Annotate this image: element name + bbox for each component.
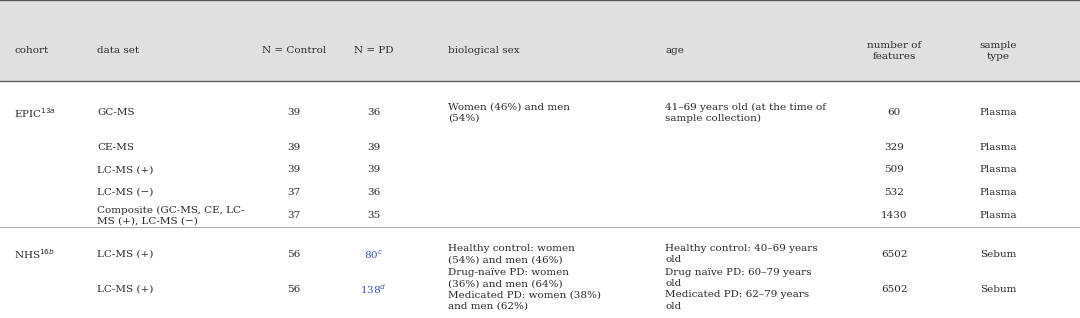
Text: 36: 36 bbox=[367, 108, 380, 117]
Text: LC-MS (−): LC-MS (−) bbox=[97, 188, 153, 197]
Text: 36: 36 bbox=[367, 188, 380, 197]
Text: Plasma: Plasma bbox=[980, 143, 1016, 152]
Text: 39: 39 bbox=[367, 165, 380, 174]
Text: NHS$^{\it{16b}}$: NHS$^{\it{16b}}$ bbox=[14, 247, 55, 261]
Text: Plasma: Plasma bbox=[980, 108, 1016, 117]
Text: 329: 329 bbox=[885, 143, 904, 152]
Text: LC-MS (+): LC-MS (+) bbox=[97, 165, 153, 174]
Text: Healthy control: women
(54%) and men (46%): Healthy control: women (54%) and men (46… bbox=[448, 244, 575, 265]
Text: biological sex: biological sex bbox=[448, 46, 519, 55]
Text: number of
features: number of features bbox=[867, 41, 921, 61]
Text: EPIC$^{\it{13a}}$: EPIC$^{\it{13a}}$ bbox=[14, 106, 56, 120]
Text: 39: 39 bbox=[287, 143, 300, 152]
Text: Sebum: Sebum bbox=[980, 285, 1016, 294]
Text: Composite (GC-MS, CE, LC-
MS (+), LC-MS (−): Composite (GC-MS, CE, LC- MS (+), LC-MS … bbox=[97, 205, 245, 226]
Text: 37: 37 bbox=[287, 211, 300, 220]
Text: 60: 60 bbox=[888, 108, 901, 117]
Text: GC-MS: GC-MS bbox=[97, 108, 135, 117]
Text: 509: 509 bbox=[885, 165, 904, 174]
Text: 39: 39 bbox=[367, 143, 380, 152]
Text: 6502: 6502 bbox=[881, 250, 907, 259]
Text: Plasma: Plasma bbox=[980, 188, 1016, 197]
Bar bbox=[0, 0, 1080, 81]
Text: 35: 35 bbox=[367, 211, 380, 220]
Text: 37: 37 bbox=[287, 188, 300, 197]
Text: 56: 56 bbox=[287, 250, 300, 259]
Text: 6502: 6502 bbox=[881, 285, 907, 294]
Text: CE-MS: CE-MS bbox=[97, 143, 134, 152]
Text: LC-MS (+): LC-MS (+) bbox=[97, 250, 153, 259]
Text: Drug-naïve PD: women
(36%) and men (64%)
Medicated PD: women (38%)
and men (62%): Drug-naïve PD: women (36%) and men (64%)… bbox=[448, 268, 602, 311]
Text: Women (46%) and men
(54%): Women (46%) and men (54%) bbox=[448, 103, 570, 123]
Text: Plasma: Plasma bbox=[980, 211, 1016, 220]
Text: cohort: cohort bbox=[14, 46, 49, 55]
Text: 56: 56 bbox=[287, 285, 300, 294]
Text: Plasma: Plasma bbox=[980, 165, 1016, 174]
Text: LC-MS (+): LC-MS (+) bbox=[97, 285, 153, 294]
Text: 39: 39 bbox=[287, 165, 300, 174]
Text: Sebum: Sebum bbox=[980, 250, 1016, 259]
Text: Healthy control: 40–69 years
old: Healthy control: 40–69 years old bbox=[665, 244, 818, 265]
Text: 1430: 1430 bbox=[881, 211, 907, 220]
Text: N = PD: N = PD bbox=[354, 46, 393, 55]
Text: 41–69 years old (at the time of
sample collection): 41–69 years old (at the time of sample c… bbox=[665, 103, 826, 123]
Text: 39: 39 bbox=[287, 108, 300, 117]
Text: 138$^{\it{d}}$: 138$^{\it{d}}$ bbox=[361, 282, 387, 296]
Text: age: age bbox=[665, 46, 684, 55]
Text: sample
type: sample type bbox=[980, 41, 1016, 61]
Text: 532: 532 bbox=[885, 188, 904, 197]
Text: data set: data set bbox=[97, 46, 139, 55]
Text: 80$^{\it{c}}$: 80$^{\it{c}}$ bbox=[364, 248, 383, 260]
Text: N = Control: N = Control bbox=[261, 46, 326, 55]
Text: Drug naïve PD: 60–79 years
old
Medicated PD: 62–79 years
old: Drug naïve PD: 60–79 years old Medicated… bbox=[665, 268, 812, 311]
